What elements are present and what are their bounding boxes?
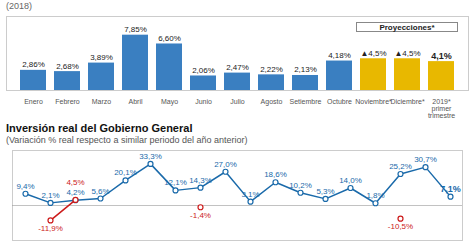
svg-text:2,13%: 2,13% bbox=[294, 65, 317, 74]
svg-text:Setiembre: Setiembre bbox=[290, 98, 322, 105]
svg-text:14,3%: 14,3% bbox=[189, 176, 212, 185]
svg-text:2,47%: 2,47% bbox=[226, 63, 249, 72]
svg-text:2019*primertrimestre: 2019*primertrimestre bbox=[428, 98, 455, 119]
svg-text:2,86%: 2,86% bbox=[22, 60, 45, 69]
svg-text:20,1%: 20,1% bbox=[114, 168, 137, 177]
svg-text:▲4,5%: ▲4,5% bbox=[394, 49, 420, 58]
svg-text:30,7%: 30,7% bbox=[414, 155, 437, 164]
svg-text:2,1%: 2,1% bbox=[41, 191, 59, 200]
svg-text:2,68%: 2,68% bbox=[56, 62, 79, 71]
svg-text:Mayo: Mayo bbox=[161, 98, 178, 106]
svg-text:Octubre: Octubre bbox=[327, 98, 352, 105]
svg-text:3,89%: 3,89% bbox=[90, 53, 113, 62]
svg-text:Junio: Junio bbox=[195, 98, 212, 105]
svg-text:33,3%: 33,3% bbox=[139, 152, 162, 161]
html-text:Proyecciones*: Proyecciones* bbox=[379, 22, 435, 32]
svg-text:4,5%: 4,5% bbox=[66, 178, 84, 187]
svg-text:Febrero: Febrero bbox=[55, 98, 80, 105]
svg-text:Noviembre*: Noviembre* bbox=[355, 98, 392, 105]
svg-text:18,6%: 18,6% bbox=[264, 170, 287, 179]
svg-text:4,1%: 4,1% bbox=[431, 51, 452, 61]
svg-text:Julio: Julio bbox=[230, 98, 245, 105]
svg-text:10,2%: 10,2% bbox=[289, 181, 312, 190]
svg-text:2,06%: 2,06% bbox=[192, 66, 215, 75]
svg-text:12,1%: 12,1% bbox=[164, 178, 187, 187]
svg-text:5,6%: 5,6% bbox=[91, 187, 109, 196]
svg-text:-10,5%: -10,5% bbox=[388, 222, 413, 231]
html-text:Inversión real del Gobierno Ge: Inversión real del Gobierno General bbox=[6, 122, 193, 134]
svg-text:Diciembre*: Diciembre* bbox=[390, 98, 425, 105]
svg-text:25,2%: 25,2% bbox=[389, 162, 412, 171]
svg-text:7,1%: 7,1% bbox=[440, 184, 461, 194]
svg-text:Agosto: Agosto bbox=[261, 98, 283, 106]
svg-text:1,8%: 1,8% bbox=[366, 191, 384, 200]
svg-text:6,60%: 6,60% bbox=[158, 34, 181, 43]
svg-text:7,85%: 7,85% bbox=[124, 25, 147, 34]
svg-text:4,18%: 4,18% bbox=[328, 51, 351, 60]
svg-text:9,4%: 9,4% bbox=[16, 182, 34, 191]
svg-text:▲4,5%: ▲4,5% bbox=[360, 49, 386, 58]
svg-text:2,22%: 2,22% bbox=[260, 65, 283, 74]
svg-text:4,2%: 4,2% bbox=[66, 188, 84, 197]
svg-text:5,3%: 5,3% bbox=[316, 187, 334, 196]
html-text:(Variación % real respecto a s: (Variación % real respecto a similar per… bbox=[6, 135, 248, 145]
html-text:(2018): (2018) bbox=[6, 1, 32, 11]
svg-text:3,1%: 3,1% bbox=[241, 190, 259, 199]
svg-text:Enero: Enero bbox=[24, 98, 43, 105]
svg-text:27,0%: 27,0% bbox=[214, 160, 237, 169]
svg-text:14,0%: 14,0% bbox=[339, 176, 362, 185]
svg-text:-1,4%: -1,4% bbox=[190, 211, 211, 220]
svg-text:-11,9%: -11,9% bbox=[38, 224, 63, 233]
svg-text:Abril: Abril bbox=[128, 98, 142, 105]
svg-text:Marzo: Marzo bbox=[92, 98, 112, 105]
